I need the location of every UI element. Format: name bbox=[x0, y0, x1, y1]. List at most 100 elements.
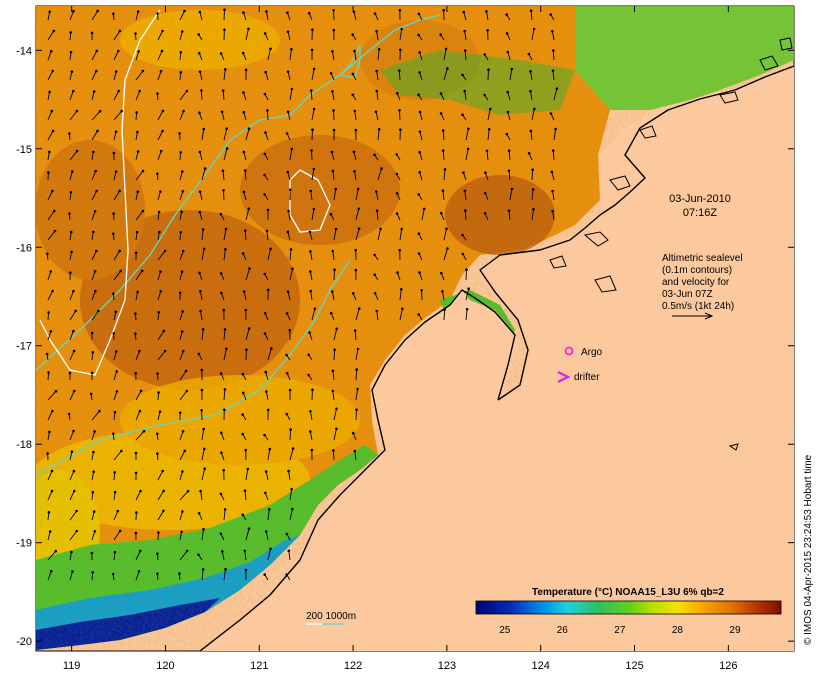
velocity-arrow bbox=[223, 148, 228, 161]
velocity-arrow-head bbox=[49, 49, 53, 53]
velocity-arrow-head bbox=[506, 50, 510, 54]
velocity-arrow-head bbox=[199, 489, 202, 493]
velocity-arrow-head bbox=[134, 332, 137, 336]
lon-tick-label: 126 bbox=[719, 660, 737, 672]
velocity-arrow-head bbox=[263, 173, 266, 177]
velocity-arrow-head bbox=[162, 509, 165, 513]
velocity-arrow bbox=[309, 332, 313, 341]
velocity-arrow bbox=[135, 291, 139, 301]
velocity-arrow bbox=[113, 412, 116, 421]
velocity-arrow-head bbox=[533, 107, 536, 111]
velocity-arrow-head bbox=[221, 550, 224, 553]
velocity-arrow bbox=[179, 311, 184, 321]
velocity-arrow-head bbox=[134, 32, 137, 35]
velocity-arrow bbox=[201, 429, 205, 441]
velocity-arrow-head bbox=[401, 307, 404, 311]
velocity-arrow-head bbox=[178, 291, 182, 295]
lon-tick-label: 124 bbox=[532, 660, 550, 672]
velocity-arrow-head bbox=[466, 147, 470, 151]
velocity-arrow bbox=[243, 92, 247, 101]
velocity-arrow-head bbox=[353, 170, 356, 173]
velocity-arrow-head bbox=[395, 172, 399, 176]
velocity-arrow bbox=[113, 30, 121, 41]
velocity-arrow bbox=[332, 170, 335, 181]
velocity-arrow-head bbox=[200, 409, 203, 412]
velocity-arrow-head bbox=[396, 271, 399, 274]
velocity-arrow-head bbox=[242, 290, 246, 293]
velocity-arrow bbox=[179, 251, 184, 261]
velocity-arrow-head bbox=[400, 227, 404, 231]
velocity-arrow bbox=[113, 391, 118, 401]
velocity-arrow-head bbox=[162, 489, 165, 493]
velocity-arrow bbox=[157, 411, 161, 421]
velocity-arrow-head bbox=[529, 70, 532, 73]
velocity-arrow bbox=[332, 370, 335, 381]
velocity-arrow bbox=[265, 11, 269, 21]
velocity-arrow bbox=[47, 571, 52, 581]
velocity-arrow-head bbox=[70, 70, 74, 73]
velocity-arrow-head bbox=[357, 227, 361, 230]
velocity-arrow bbox=[399, 29, 403, 41]
svg-text:and velocity for: and velocity for bbox=[662, 277, 730, 288]
coastline bbox=[199, 65, 794, 651]
velocity-arrow-head bbox=[48, 430, 51, 434]
velocity-arrow bbox=[157, 231, 160, 241]
velocity-arrow-head bbox=[332, 28, 336, 32]
velocity-arrow-head bbox=[439, 112, 443, 115]
velocity-arrow-head bbox=[307, 353, 311, 357]
velocity-arrow-head bbox=[285, 573, 289, 576]
velocity-arrow-head bbox=[309, 410, 312, 413]
velocity-arrow-head bbox=[505, 32, 509, 35]
velocity-arrow-head bbox=[420, 289, 423, 292]
velocity-arrow bbox=[113, 371, 118, 381]
velocity-arrow bbox=[201, 529, 204, 541]
velocity-arrow-head bbox=[159, 190, 162, 193]
velocity-arrow bbox=[47, 290, 54, 301]
velocity-arrow bbox=[135, 210, 144, 221]
velocity-arrow-head bbox=[510, 67, 514, 71]
velocity-arrow-head bbox=[241, 513, 244, 516]
bathymetry-200m bbox=[36, 14, 441, 476]
velocity-arrow-head bbox=[398, 8, 402, 12]
velocity-arrow bbox=[442, 190, 445, 201]
velocity-arrow-head bbox=[202, 427, 205, 431]
velocity-arrow bbox=[353, 151, 357, 161]
velocity-arrow-head bbox=[285, 353, 288, 357]
velocity-arrow-head bbox=[221, 169, 225, 173]
velocity-arrow bbox=[47, 431, 50, 441]
velocity-arrow-head bbox=[307, 11, 311, 15]
velocity-arrow-head bbox=[353, 49, 356, 53]
velocity-arrow-head bbox=[290, 147, 294, 151]
velocity-arrow-head bbox=[243, 549, 247, 553]
velocity-arrow bbox=[443, 169, 446, 181]
velocity-arrow bbox=[333, 228, 337, 241]
drifter-marker bbox=[557, 371, 571, 383]
velocity-arrow-head bbox=[505, 13, 509, 16]
velocity-arrow bbox=[179, 211, 183, 221]
velocity-arrow-head bbox=[136, 130, 139, 134]
velocity-arrow bbox=[201, 229, 204, 241]
velocity-arrow bbox=[287, 31, 291, 41]
velocity-arrow-head bbox=[247, 327, 251, 330]
velocity-arrow-head bbox=[334, 187, 338, 191]
velocity-arrow bbox=[223, 228, 227, 241]
velocity-arrow bbox=[199, 151, 203, 161]
velocity-arrow-head bbox=[247, 527, 251, 530]
argo-marker bbox=[564, 346, 574, 356]
velocity-arrow-head bbox=[134, 251, 138, 255]
velocity-arrow-head bbox=[114, 130, 118, 133]
velocity-arrow bbox=[288, 471, 291, 481]
velocity-arrow-head bbox=[489, 107, 492, 111]
velocity-arrow-head bbox=[162, 329, 166, 333]
velocity-arrow-head bbox=[96, 129, 99, 133]
velocity-arrow-head bbox=[118, 529, 122, 533]
velocity-arrow-head bbox=[332, 449, 335, 452]
velocity-arrow bbox=[113, 250, 121, 261]
lat-tick-label: -18 bbox=[16, 439, 32, 451]
velocity-arrow-head bbox=[311, 388, 314, 392]
velocity-arrow-head bbox=[418, 151, 422, 154]
velocity-arrow-head bbox=[156, 432, 159, 436]
velocity-arrow bbox=[245, 528, 250, 541]
velocity-arrow bbox=[507, 92, 511, 101]
velocity-arrow-head bbox=[51, 129, 55, 133]
